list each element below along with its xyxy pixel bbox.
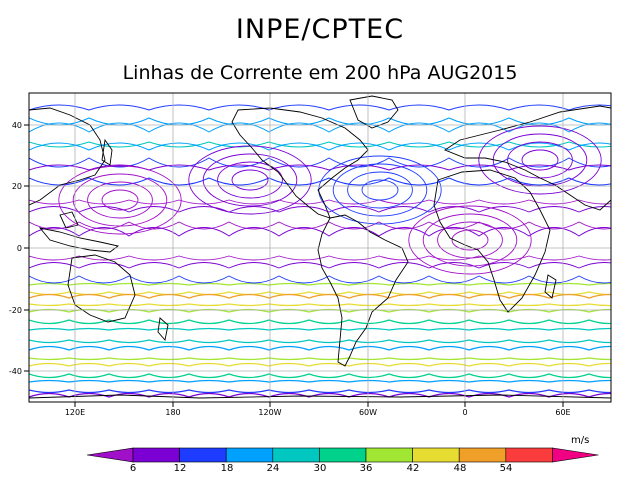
streamline — [29, 141, 611, 148]
colorbar-tick-label: 54 — [500, 463, 513, 474]
streamline — [451, 229, 489, 251]
colorbar-tick-label: 6 — [130, 463, 136, 474]
colorbar-tick-label: 18 — [221, 463, 234, 474]
streamline — [29, 221, 611, 230]
streamline — [29, 392, 611, 398]
streamline — [29, 275, 611, 284]
streamline — [408, 205, 532, 275]
streamline — [29, 177, 611, 186]
streamline — [318, 155, 442, 225]
streamline — [478, 125, 602, 195]
colorbar-segment — [86, 447, 134, 463]
coast-antarctica — [29, 394, 611, 399]
coast-greenland — [349, 95, 399, 129]
coast-africa — [433, 169, 551, 313]
coast-maritime-continent — [38, 227, 120, 253]
streamline — [72, 173, 168, 227]
streamline — [29, 379, 611, 383]
streamlines — [29, 104, 611, 398]
x-tick-label: 120E — [65, 408, 85, 417]
y-axis-ticks — [24, 124, 29, 372]
coast-australia — [67, 254, 136, 323]
colorbar-segment — [319, 447, 367, 463]
colorbar-segment — [272, 447, 320, 463]
colorbar-segment — [552, 447, 599, 463]
coast-east-asia — [29, 107, 106, 206]
streamline — [29, 122, 611, 133]
colorbar-segment — [412, 447, 460, 463]
x-tick-label: 60W — [359, 408, 377, 417]
streamline — [29, 303, 611, 307]
colorbar-labels: 6 12 18 24 30 36 42 48 54 — [130, 463, 513, 474]
streamline — [422, 213, 518, 267]
streamline — [29, 199, 611, 205]
streamline — [58, 165, 182, 235]
colorbar-tick-label: 12 — [174, 463, 187, 474]
coastlines — [29, 95, 611, 399]
streamline — [29, 262, 611, 269]
streamline — [347, 171, 413, 209]
gridlines — [29, 93, 611, 402]
streamline — [29, 293, 611, 299]
streamline — [101, 189, 139, 211]
streamline — [437, 221, 503, 259]
streamline — [332, 163, 428, 217]
y-tick-label: 20 — [12, 182, 22, 191]
colorbar-tick-label: 30 — [314, 463, 327, 474]
coast-eurasia — [444, 105, 611, 211]
page-subtitle: Linhas de Corrente em 200 hPa AUG2015 — [122, 62, 518, 84]
y-tick-label: -20 — [9, 306, 22, 315]
streamline — [29, 345, 611, 351]
colorbar-unit: m/s — [571, 435, 589, 446]
streamline — [29, 206, 611, 213]
x-axis-ticks — [74, 402, 564, 407]
coast-south-america — [317, 214, 409, 367]
colorbar-tick-label: 42 — [407, 463, 420, 474]
coast-madagascar — [544, 274, 557, 299]
streamline — [29, 164, 611, 171]
colorbar-segment — [179, 447, 227, 463]
streamline — [217, 161, 283, 199]
coast-japan — [101, 138, 113, 166]
coast-new-zealand — [157, 317, 169, 341]
streamline — [29, 117, 611, 126]
x-tick-label: 0 — [462, 408, 467, 417]
streamline — [29, 255, 611, 261]
colorbar-tick-label: 48 — [454, 463, 467, 474]
streamline — [29, 339, 611, 344]
y-tick-label: -40 — [9, 367, 22, 376]
streamline — [29, 362, 611, 367]
streamline — [29, 104, 611, 111]
streamline — [29, 282, 611, 286]
colorbar-segment — [365, 447, 413, 463]
streamline — [361, 179, 399, 201]
colorbar-segment — [505, 447, 553, 463]
y-tick-label: 0 — [17, 244, 22, 253]
colorbar-tick-label: 36 — [360, 463, 373, 474]
streamline — [29, 319, 611, 325]
colorbar-segment — [458, 447, 507, 463]
streamline — [202, 153, 298, 207]
x-tick-label: 60E — [555, 408, 570, 417]
x-tick-label: 120W — [258, 408, 281, 417]
streamline — [29, 389, 611, 394]
streamline — [29, 227, 611, 237]
page-title: INPE/CPTEC — [235, 14, 405, 45]
streamline — [29, 357, 611, 361]
coast-borneo — [59, 211, 79, 229]
streamline — [231, 169, 269, 191]
streamline — [29, 373, 611, 379]
streamline — [29, 327, 611, 331]
x-tick-label: 180 — [165, 408, 180, 417]
streamline — [87, 181, 153, 219]
streamline — [29, 142, 611, 151]
colorbar-tick-label: 24 — [267, 463, 280, 474]
streamline — [521, 149, 559, 171]
colorbar-segment — [225, 447, 274, 463]
colorbar — [86, 447, 599, 463]
y-tick-label: 40 — [12, 121, 22, 130]
colorbar-segment — [132, 447, 180, 463]
